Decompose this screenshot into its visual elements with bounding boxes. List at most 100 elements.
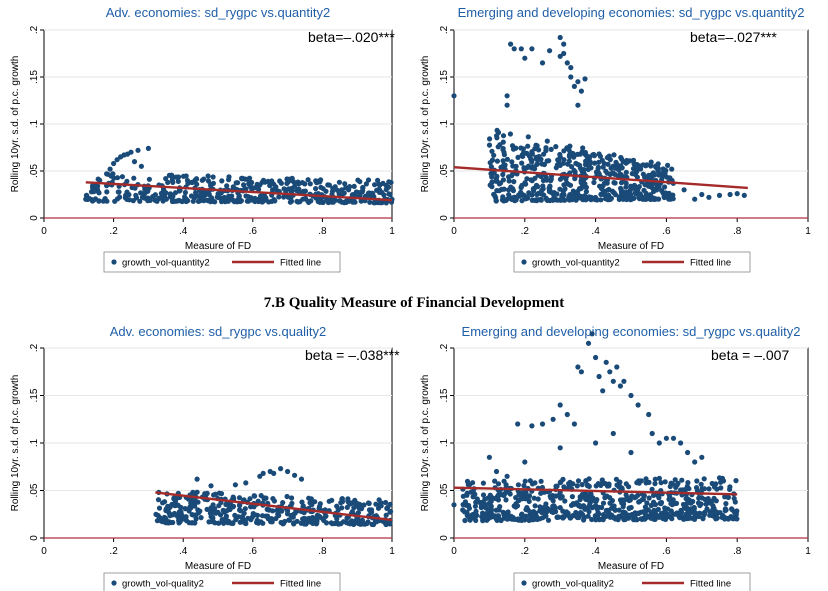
scatter-point bbox=[349, 509, 355, 515]
chart-panel-1: Adv. economies: sd_rygpc vs.quantity2 0 .0… bbox=[10, 5, 395, 273]
scatter-point bbox=[242, 506, 248, 512]
scatter-point bbox=[487, 182, 493, 188]
scatter-point bbox=[281, 186, 287, 192]
scatter-point bbox=[344, 520, 350, 526]
scatter-point bbox=[649, 196, 655, 202]
scatter-point bbox=[658, 501, 664, 507]
x-tick-label: .4 bbox=[179, 226, 188, 237]
scatter-point bbox=[526, 163, 532, 169]
scatter-point bbox=[635, 510, 641, 516]
scatter-point bbox=[597, 153, 604, 159]
scatter-point bbox=[593, 498, 599, 504]
scatter-point bbox=[342, 181, 348, 187]
scatter-point bbox=[152, 197, 158, 203]
scatter-point bbox=[613, 476, 620, 482]
scatter-point bbox=[145, 198, 151, 204]
scatter-point bbox=[518, 46, 524, 52]
scatter-point bbox=[594, 506, 600, 512]
scatter-point bbox=[644, 500, 650, 506]
scatter-point bbox=[206, 191, 212, 198]
scatter-point bbox=[629, 171, 635, 177]
scatter-point bbox=[529, 192, 535, 198]
scatter-point bbox=[365, 519, 371, 525]
x-tick-label: .2 bbox=[521, 226, 530, 237]
scatter-point bbox=[298, 476, 305, 482]
scatter-point bbox=[540, 183, 546, 189]
scatter-point bbox=[681, 516, 687, 522]
scatter-point bbox=[504, 156, 510, 162]
scatter-point bbox=[212, 510, 219, 516]
scatter-point bbox=[365, 190, 372, 196]
scatter-point bbox=[531, 495, 537, 501]
scatter-point bbox=[292, 472, 298, 478]
scatter-point bbox=[387, 509, 393, 515]
scatter-point bbox=[473, 508, 479, 514]
scatter-point bbox=[538, 478, 544, 484]
scatter-point bbox=[690, 509, 696, 515]
scatter-point bbox=[247, 496, 253, 502]
scatter-point bbox=[620, 509, 627, 515]
scatter-point bbox=[647, 183, 653, 189]
scatter-point bbox=[657, 512, 663, 519]
scatter-point bbox=[480, 510, 486, 516]
scatter-point bbox=[669, 481, 676, 487]
scatter-point bbox=[587, 196, 593, 202]
scatter-point bbox=[617, 383, 624, 389]
scatter-point bbox=[583, 478, 589, 484]
scatter-point bbox=[525, 143, 531, 149]
x-tick-label: 0 bbox=[451, 546, 457, 557]
scatter-point bbox=[489, 157, 496, 163]
chart-panel-4: Emerging and developing economies: sd_ry… bbox=[420, 324, 811, 591]
scatter-point bbox=[585, 166, 591, 172]
scatter-point bbox=[270, 496, 276, 502]
scatter-point bbox=[339, 499, 346, 505]
scatter-point bbox=[692, 196, 698, 202]
scatter-point bbox=[557, 151, 563, 158]
scatter-point bbox=[506, 187, 512, 193]
y-tick-label: 0 bbox=[29, 535, 40, 541]
scatter-point bbox=[358, 198, 364, 204]
scatter-point bbox=[544, 138, 550, 144]
y-tick-label: .05 bbox=[439, 483, 450, 497]
scatter-point bbox=[550, 196, 556, 202]
scatter-point bbox=[161, 187, 167, 193]
scatter-point bbox=[142, 186, 148, 192]
scatter-point bbox=[500, 194, 506, 200]
scatter-point bbox=[343, 199, 349, 205]
scatter-point bbox=[586, 509, 592, 515]
scatter-point bbox=[171, 198, 177, 204]
scatter-point bbox=[500, 158, 506, 164]
scatter-point bbox=[733, 510, 739, 516]
scatter-point bbox=[525, 134, 531, 140]
scatter-point bbox=[493, 195, 499, 201]
scatter-point bbox=[569, 494, 576, 500]
scatter-point bbox=[102, 196, 108, 202]
scatter-point bbox=[251, 504, 257, 510]
scatter-point bbox=[527, 478, 533, 484]
scatter-point bbox=[534, 161, 541, 167]
scatter-point bbox=[216, 503, 222, 509]
scatter-point bbox=[486, 142, 493, 148]
scatter-point bbox=[569, 197, 575, 203]
scatter-point bbox=[135, 147, 141, 153]
scatter-point bbox=[220, 507, 226, 513]
scatter-point bbox=[462, 517, 468, 524]
scatter-point bbox=[289, 495, 295, 501]
y-tick-label: .15 bbox=[29, 70, 40, 84]
scatter-point bbox=[530, 164, 536, 170]
scatter-point bbox=[163, 176, 169, 182]
scatter-point bbox=[680, 501, 687, 508]
scatter-point bbox=[237, 503, 243, 509]
scatter-point bbox=[288, 189, 295, 195]
scatter-point bbox=[194, 476, 200, 482]
scatter-point bbox=[612, 171, 618, 177]
scatter-point bbox=[589, 331, 595, 337]
scatter-point bbox=[723, 501, 729, 507]
scatter-point bbox=[597, 183, 603, 189]
scatter-point bbox=[601, 189, 607, 195]
scatter-point bbox=[577, 497, 583, 503]
scatter-point bbox=[328, 198, 334, 204]
scatter-point bbox=[192, 503, 198, 509]
scatter-point bbox=[542, 511, 548, 518]
scatter-point bbox=[474, 496, 480, 502]
